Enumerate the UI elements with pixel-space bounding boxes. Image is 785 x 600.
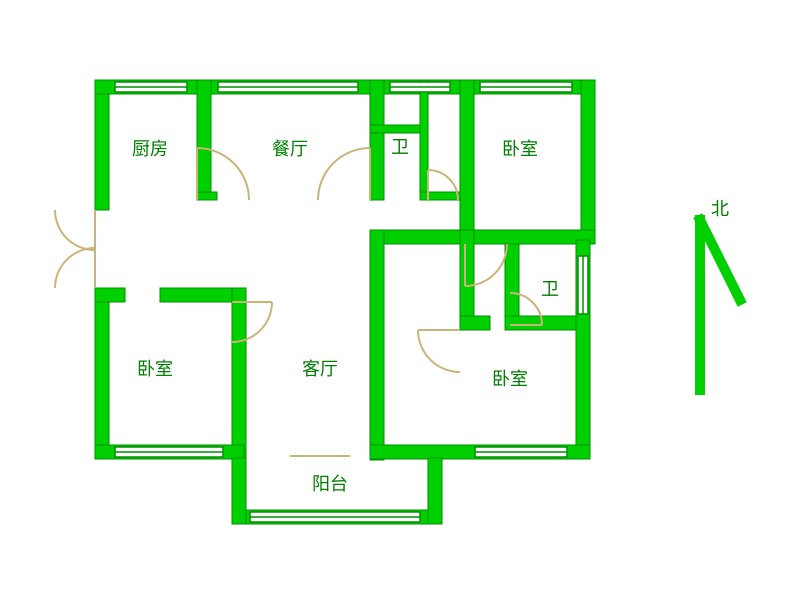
wall-segment	[160, 288, 240, 302]
wall-segment	[370, 80, 384, 200]
door-arc	[55, 248, 95, 288]
label-kitchen: 厨房	[132, 139, 168, 159]
wall-segment	[95, 80, 109, 210]
label-balcony: 阳台	[312, 474, 348, 494]
label-bath1: 卫	[391, 137, 409, 157]
wall-segment	[95, 288, 109, 453]
wall-segment	[581, 80, 595, 240]
label-bedroom_sw: 卧室	[137, 359, 173, 379]
wall-segment	[460, 80, 474, 240]
wall-segment	[460, 230, 474, 325]
label-north: 北	[711, 199, 729, 219]
wall-segment	[95, 288, 125, 302]
wall-segment	[460, 316, 490, 330]
door-arc	[418, 330, 460, 372]
wall-segment	[460, 230, 595, 244]
compass-north	[700, 220, 740, 390]
label-bath2: 卫	[541, 279, 559, 299]
floor-plan-canvas: 厨房餐厅卫卧室卫卧室客厅卧室阳台北	[0, 0, 785, 600]
wall-segment	[420, 80, 428, 200]
wall-segment	[428, 458, 442, 524]
label-bedroom_se: 卧室	[492, 369, 528, 389]
wall-segment	[197, 192, 217, 200]
door-arc	[318, 148, 370, 200]
wall-segment	[232, 458, 246, 524]
wall-segment	[505, 244, 519, 324]
wall-segment	[370, 125, 428, 133]
wall-segment	[420, 192, 460, 200]
labels-group: 厨房餐厅卫卧室卫卧室客厅卧室阳台北	[132, 137, 729, 494]
wall-segment	[370, 230, 474, 244]
label-living: 客厅	[302, 359, 338, 379]
door-arc	[55, 210, 95, 250]
wall-segment	[370, 230, 384, 460]
label-bedroom_ne: 卧室	[502, 139, 538, 159]
wall-segment	[197, 80, 211, 200]
label-dining: 餐厅	[272, 139, 308, 159]
compass-arrowhead	[700, 220, 740, 300]
wall-segment	[232, 288, 246, 458]
